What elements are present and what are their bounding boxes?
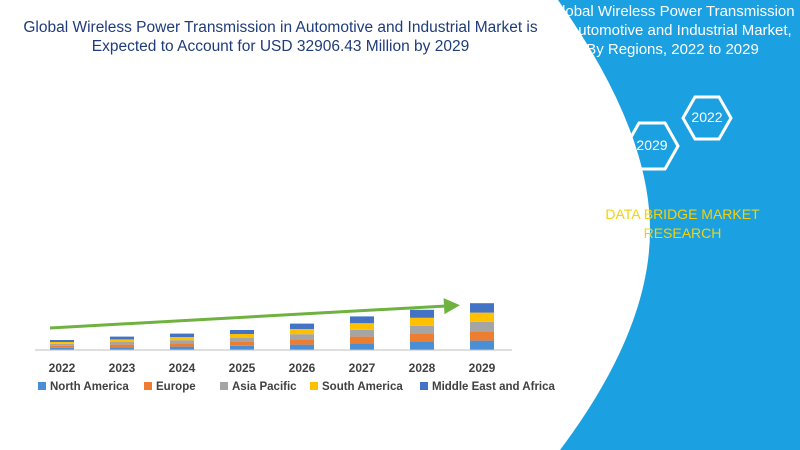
x-tick-labels: 2022 2023 2024 2025 2026 2027 2028 2029: [49, 361, 496, 375]
bar-2023-seg-2: [110, 342, 134, 345]
trend-arrow-layer: [49, 298, 460, 330]
bar-2024-seg-4: [170, 333, 194, 337]
x-tick-label: 2027: [349, 361, 376, 375]
legend: North America Europe Asia Pacific South Ame…: [38, 381, 556, 393]
x-tick-label: 2028: [409, 361, 436, 375]
bar-2027-seg-4: [350, 316, 374, 324]
bar-2025-seg-2: [230, 338, 254, 342]
bar-2028-seg-1: [410, 334, 434, 342]
bar-2028-seg-0: [410, 342, 434, 350]
bar-2028-seg-4: [410, 309, 434, 318]
bar-2024-seg-1: [170, 343, 194, 347]
bar-2022-seg-4: [50, 340, 74, 342]
x-tick-label: 2029: [469, 361, 496, 375]
x-tick-label: 2026: [289, 361, 316, 375]
bar-2024-seg-2: [170, 340, 194, 344]
legend-swatch: [144, 382, 152, 390]
legend-label: South America: [322, 381, 403, 393]
legend-label: Middle East and Africa: [432, 381, 556, 393]
x-tick-label: 2024: [169, 361, 196, 375]
bar-2028-seg-2: [410, 325, 434, 334]
x-tick-label: 2022: [49, 361, 76, 375]
bar-2025-seg-0: [230, 345, 254, 350]
bar-2025-seg-4: [230, 330, 254, 334]
bar-2022-seg-0: [50, 347, 74, 350]
bar-2027-seg-2: [350, 329, 374, 337]
legend-swatch: [38, 382, 46, 390]
legend-label: North America: [50, 381, 129, 393]
bar-2023-seg-0: [110, 347, 134, 350]
bar-2029-seg-3: [470, 312, 494, 322]
legend-swatch: [220, 382, 228, 390]
bar-2025-seg-3: [230, 334, 254, 338]
bar-2022-seg-1: [50, 345, 74, 348]
bar-2026-seg-1: [290, 339, 314, 345]
bar-2027-seg-0: [350, 343, 374, 350]
chart-title: Global Wireless Power Transmission in Au…: [23, 19, 538, 55]
bar-2026-seg-0: [290, 344, 314, 350]
bar-2028-seg-3: [410, 317, 434, 326]
bars-layer: [50, 303, 494, 350]
bar-2027-seg-1: [350, 336, 374, 344]
bar-2023-seg-3: [110, 339, 134, 342]
bar-2025-seg-1: [230, 342, 254, 346]
legend-swatch: [310, 382, 318, 390]
x-tick-label: 2025: [229, 361, 256, 375]
bar-2029-seg-4: [470, 303, 494, 313]
legend-label: Asia Pacific: [232, 381, 297, 393]
bar-2026-seg-3: [290, 329, 314, 335]
bar-2029-seg-0: [470, 340, 494, 350]
bar-2022-seg-3: [50, 342, 74, 344]
bar-2024-seg-0: [170, 346, 194, 350]
trend-arrow-head: [443, 298, 460, 315]
legend-label: Europe: [156, 381, 196, 393]
bar-2029-seg-1: [470, 331, 494, 341]
trend-arrow-line: [49, 304, 445, 330]
bar-2022-seg-2: [50, 343, 74, 346]
bar-2023-seg-4: [110, 336, 134, 340]
bar-2026-seg-4: [290, 323, 314, 329]
bar-2024-seg-3: [170, 337, 194, 341]
bar-2023-seg-1: [110, 344, 134, 348]
x-tick-label: 2023: [109, 361, 136, 375]
bar-2029-seg-2: [470, 321, 494, 332]
bar-2027-seg-3: [350, 323, 374, 330]
legend-swatch: [420, 382, 428, 390]
bar-2026-seg-2: [290, 334, 314, 340]
